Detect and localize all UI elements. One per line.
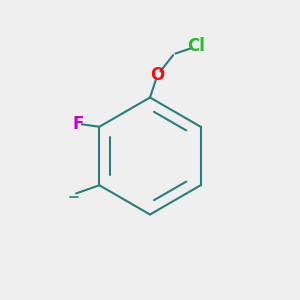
Text: Cl: Cl (188, 38, 206, 56)
Text: F: F (72, 115, 83, 133)
Text: O: O (150, 66, 165, 84)
